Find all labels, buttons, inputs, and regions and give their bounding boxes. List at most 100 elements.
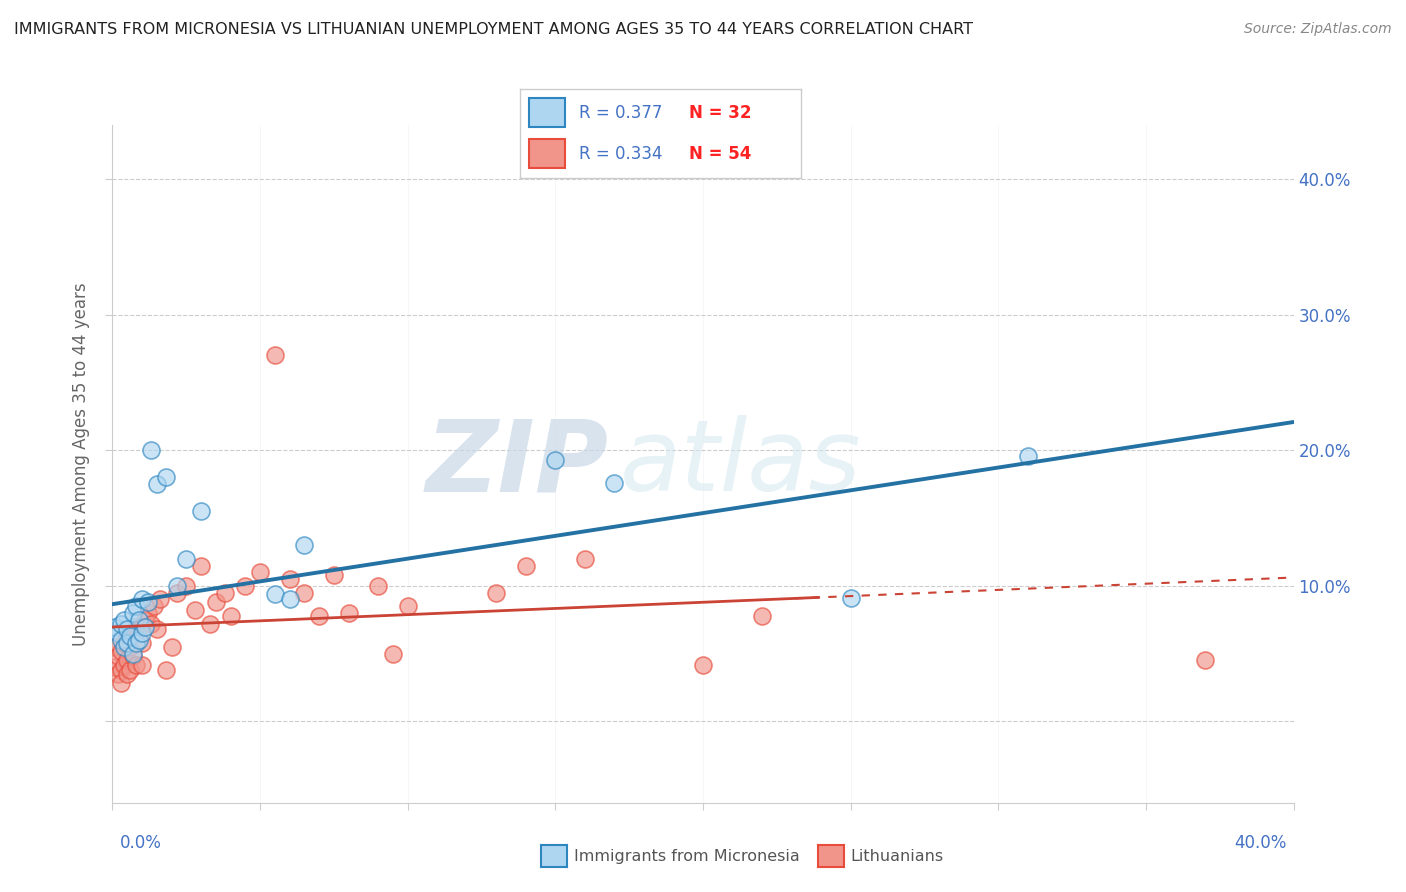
Bar xyxy=(529,98,565,127)
Point xyxy=(131,657,153,672)
Point xyxy=(117,667,138,681)
Text: R = 0.377: R = 0.377 xyxy=(579,104,662,122)
Point xyxy=(160,640,183,654)
Text: R = 0.334: R = 0.334 xyxy=(579,145,662,163)
Point xyxy=(155,470,177,484)
Point xyxy=(146,477,169,491)
Point xyxy=(139,616,162,631)
Point xyxy=(544,452,567,467)
Point xyxy=(146,622,169,636)
Point xyxy=(184,603,207,617)
Point xyxy=(485,585,508,599)
Point xyxy=(155,663,177,677)
Point xyxy=(174,551,197,566)
Point xyxy=(117,653,138,667)
Point xyxy=(110,616,132,631)
Point xyxy=(125,657,148,672)
Text: ZIP: ZIP xyxy=(426,416,609,512)
Point xyxy=(323,568,346,582)
Point xyxy=(190,504,212,518)
Point xyxy=(166,585,188,599)
Point xyxy=(125,599,148,614)
Point xyxy=(1017,449,1039,463)
Point xyxy=(128,622,150,636)
Point xyxy=(337,606,360,620)
Point xyxy=(128,633,150,648)
Point xyxy=(603,475,626,490)
Point xyxy=(139,443,162,458)
Point xyxy=(110,663,132,677)
Point xyxy=(110,644,132,658)
Point xyxy=(839,591,862,605)
Point xyxy=(110,676,132,690)
Point xyxy=(122,606,145,620)
Point xyxy=(278,592,301,607)
Point xyxy=(136,595,159,609)
Point xyxy=(131,592,153,607)
Point xyxy=(120,663,142,677)
Point xyxy=(131,626,153,640)
Point xyxy=(149,592,172,607)
Point xyxy=(278,572,301,586)
Point xyxy=(1194,653,1216,667)
Point xyxy=(117,631,138,645)
Point xyxy=(120,640,142,654)
Point xyxy=(131,636,153,650)
Point xyxy=(122,647,145,661)
Y-axis label: Unemployment Among Ages 35 to 44 years: Unemployment Among Ages 35 to 44 years xyxy=(72,282,90,646)
Point xyxy=(107,667,129,681)
Text: N = 54: N = 54 xyxy=(689,145,751,163)
Point xyxy=(128,613,150,627)
Point xyxy=(122,649,145,664)
Point xyxy=(117,622,138,636)
Point xyxy=(104,619,127,633)
Text: IMMIGRANTS FROM MICRONESIA VS LITHUANIAN UNEMPLOYMENT AMONG AGES 35 TO 44 YEARS : IMMIGRANTS FROM MICRONESIA VS LITHUANIAN… xyxy=(14,22,973,37)
Point xyxy=(190,558,212,573)
Point xyxy=(264,348,287,362)
Text: 0.0%: 0.0% xyxy=(120,834,162,852)
Point xyxy=(142,599,165,614)
Point xyxy=(117,636,138,650)
Text: Lithuanians: Lithuanians xyxy=(851,849,943,863)
Point xyxy=(110,633,132,648)
Point xyxy=(692,657,714,672)
Point xyxy=(112,636,135,650)
Point xyxy=(107,649,129,664)
Point xyxy=(308,608,330,623)
Point xyxy=(112,640,135,654)
Point xyxy=(112,657,135,672)
Point xyxy=(249,566,271,580)
Text: 40.0%: 40.0% xyxy=(1234,834,1286,852)
Point xyxy=(166,579,188,593)
Point xyxy=(120,629,142,643)
Point xyxy=(112,613,135,627)
Point xyxy=(174,579,197,593)
Point xyxy=(205,595,228,609)
Point xyxy=(515,558,537,573)
Point xyxy=(264,587,287,601)
Point xyxy=(292,538,315,552)
Point xyxy=(134,619,156,633)
Point xyxy=(104,640,127,654)
Point xyxy=(136,606,159,620)
Point xyxy=(107,626,129,640)
Point xyxy=(751,608,773,623)
Text: N = 32: N = 32 xyxy=(689,104,751,122)
Point xyxy=(233,579,256,593)
Point xyxy=(104,660,127,674)
Bar xyxy=(529,139,565,168)
Point xyxy=(574,551,596,566)
Point xyxy=(122,626,145,640)
Point xyxy=(219,608,242,623)
Text: atlas: atlas xyxy=(620,416,862,512)
Point xyxy=(292,585,315,599)
Point xyxy=(214,585,236,599)
Point xyxy=(367,579,389,593)
Point xyxy=(134,613,156,627)
Point xyxy=(396,599,419,614)
Point xyxy=(125,619,148,633)
Point xyxy=(198,616,221,631)
Text: Immigrants from Micronesia: Immigrants from Micronesia xyxy=(574,849,800,863)
Text: Source: ZipAtlas.com: Source: ZipAtlas.com xyxy=(1244,22,1392,37)
Point xyxy=(382,647,405,661)
